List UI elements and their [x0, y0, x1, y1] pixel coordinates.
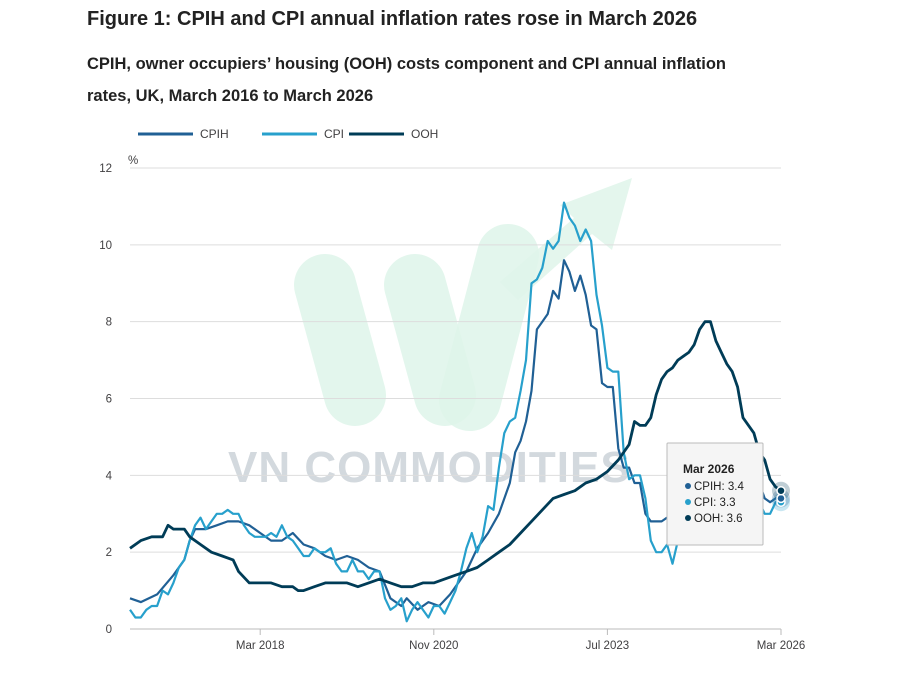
y-tick-label-12: 12	[99, 163, 112, 175]
series-line-cpih	[129, 259, 781, 611]
series-line-ooh	[129, 320, 782, 592]
watermark-logo: VN COMMODITIES	[228, 178, 632, 492]
legend: CPIH CPI OOH	[138, 127, 438, 141]
y-tick-label-6: 6	[106, 394, 112, 406]
hover-markers	[772, 481, 790, 512]
tooltip-dot-1	[685, 499, 691, 505]
y-tick-label-4: 4	[106, 470, 113, 482]
legend-label-cpih: CPIH	[200, 127, 229, 141]
legend-label-ooh: OOH	[411, 127, 438, 141]
watermark-arrow	[500, 178, 632, 300]
x-tick-label: Nov 2020	[409, 640, 458, 652]
legend-label-cpi: CPI	[324, 127, 344, 141]
watermark-stroke-0	[294, 254, 386, 426]
x-tick-label: Jul 2023	[586, 640, 629, 652]
y-tick-label-10: 10	[99, 240, 112, 252]
tooltip-line-0: CPIH: 3.4	[694, 481, 744, 493]
figure-title: Figure 1: CPIH and CPI annual inflation …	[87, 8, 698, 30]
tooltip-title: Mar 2026	[683, 462, 735, 476]
series-line-cpi	[129, 201, 781, 623]
tooltip: Mar 2026 CPIH: 3.4 CPI: 3.3 OOH: 3.6	[666, 442, 764, 546]
x-tick-label: Mar 2018	[236, 640, 285, 652]
tooltip-dot-2	[685, 515, 691, 521]
y-axis-ticks: 0 2 4 6 8 10 12	[99, 163, 112, 636]
y-tick-label-0: 0	[106, 624, 112, 636]
watermark-stroke-1	[384, 254, 476, 426]
y-axis-label: %	[128, 155, 138, 167]
x-axis-ticks: Mar 2018 Nov 2020 Jul 2023 Mar 2026	[236, 629, 805, 652]
tooltip-box	[666, 442, 764, 546]
hover-point-ooh	[776, 485, 786, 496]
y-tick-label-2: 2	[106, 547, 112, 559]
watermark-text: VN COMMODITIES	[228, 443, 631, 492]
tooltip-line-2: OOH: 3.6	[694, 513, 743, 525]
grid-lines	[130, 167, 781, 630]
tooltip-line-1: CPI: 3.3	[694, 497, 736, 509]
hover-point-cpih	[776, 493, 786, 504]
figure-subtitle: CPIH, owner occupiers’ housing (OOH) cos…	[87, 55, 726, 105]
tooltip-dot-0	[685, 483, 691, 489]
series-lines	[129, 201, 782, 623]
x-tick-label: Mar 2026	[757, 640, 806, 652]
y-tick-label-8: 8	[106, 317, 112, 329]
watermark-stroke-2	[439, 224, 539, 431]
